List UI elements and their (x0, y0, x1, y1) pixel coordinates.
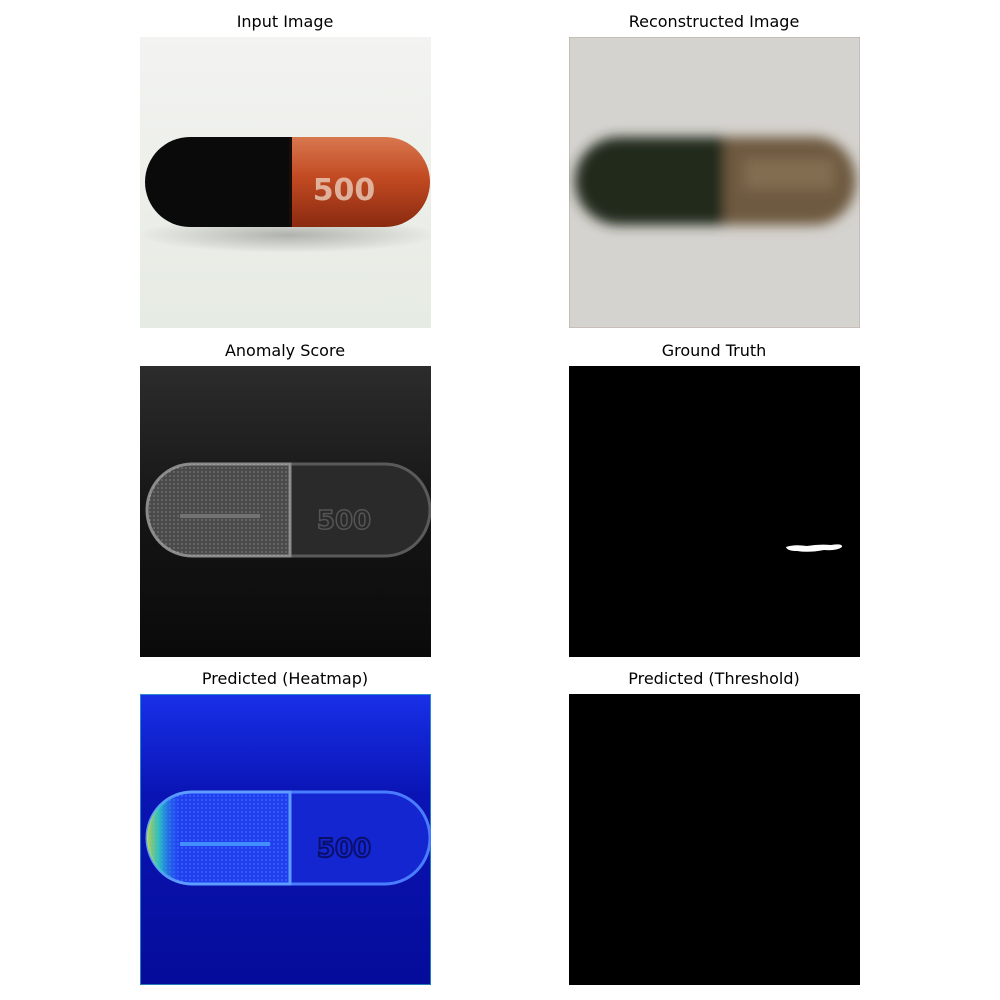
panel-title-ground-truth: Ground Truth (661, 341, 767, 360)
capsule: 500 (145, 137, 430, 227)
input-image: 500 (140, 37, 431, 328)
panel-title-predicted-threshold: Predicted (Threshold) (628, 669, 800, 688)
predicted-threshold-panel (569, 694, 860, 985)
predicted-heatmap-panel: 500 (140, 694, 431, 985)
heatmap-capsule-print: 500 (317, 834, 371, 864)
panel-title-anomaly-score: Anomaly Score (224, 341, 346, 360)
panel-title-input: Input Image (236, 12, 334, 31)
capsule-outline: 500 (145, 462, 431, 558)
predicted-heatmap: 500 (140, 694, 431, 985)
score-capsule-print: 500 (317, 506, 371, 536)
defect-region (786, 544, 843, 552)
anomaly-score-map: 500 (140, 366, 431, 657)
input-image-panel: 500 (140, 37, 431, 328)
panel-title-reconstructed: Reconstructed Image (628, 12, 800, 31)
reconstructed-image-panel (569, 37, 860, 328)
reconstructed-image (569, 37, 860, 328)
capsule-print: 500 (313, 173, 376, 208)
blurred-capsule (575, 137, 856, 225)
heatmap-capsule: 500 (145, 790, 431, 886)
ground-truth-mask (569, 366, 860, 657)
anomaly-score-panel: 500 (140, 366, 431, 657)
ground-truth-panel (569, 366, 860, 657)
panel-title-predicted-heatmap: Predicted (Heatmap) (201, 669, 369, 688)
predicted-threshold-mask (569, 694, 860, 985)
